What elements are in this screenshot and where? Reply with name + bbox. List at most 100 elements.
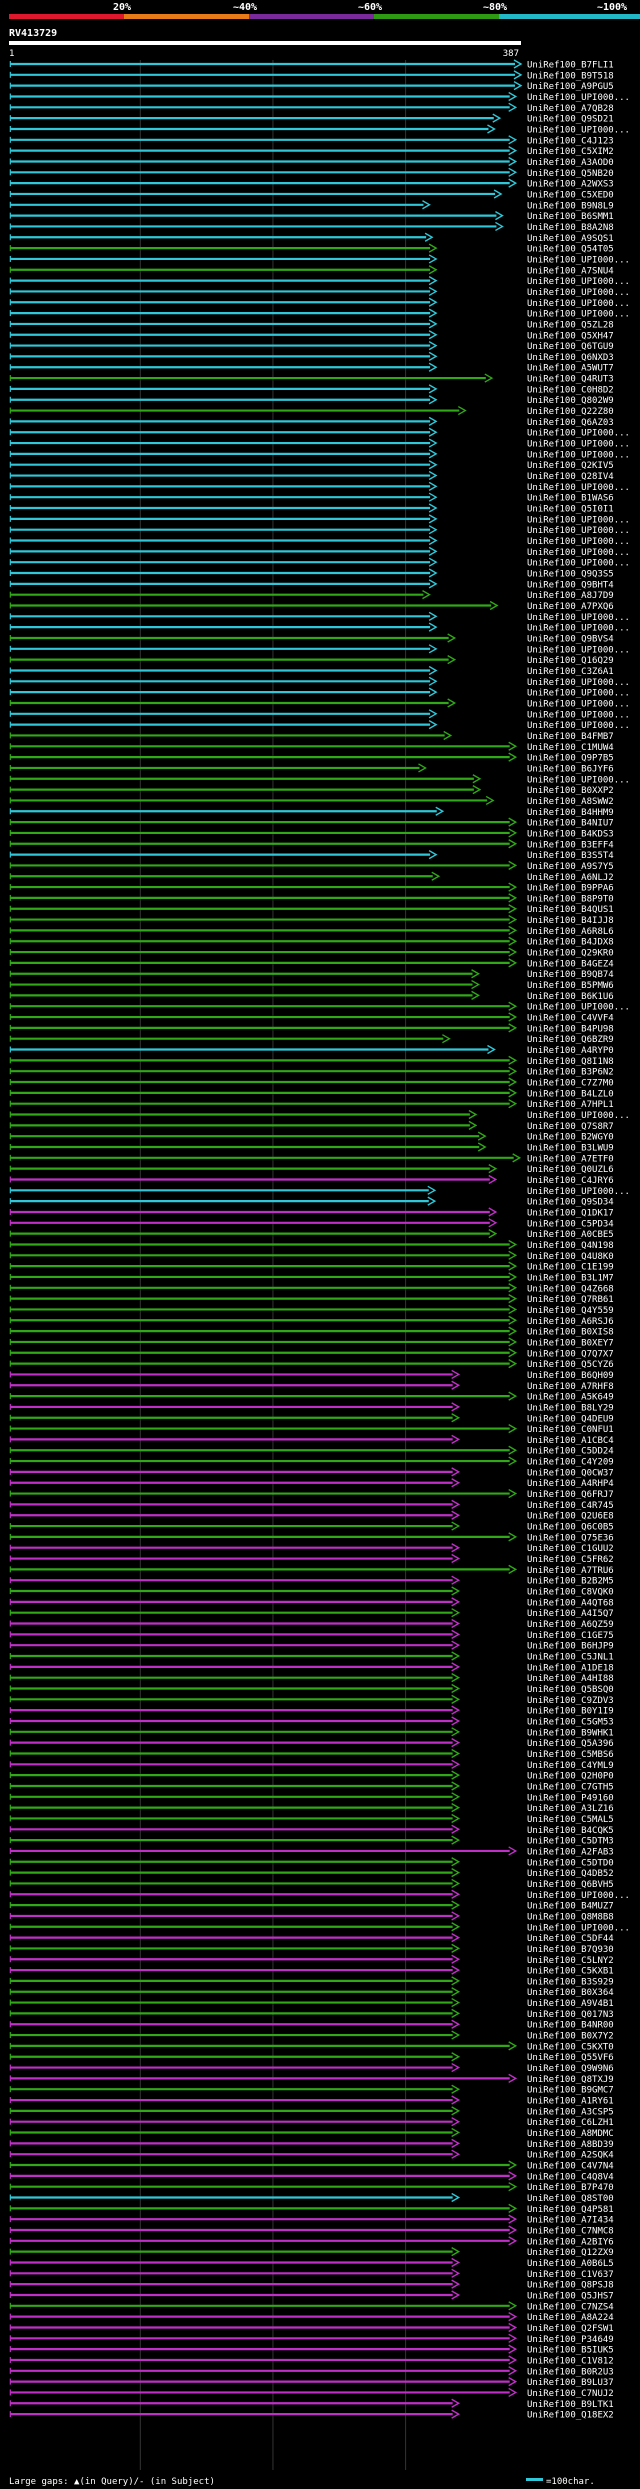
hit-label[interactable]: UniRef100_A7ETF0 xyxy=(527,1154,614,1164)
hit-label[interactable]: UniRef100_B9LTK1 xyxy=(527,2400,614,2410)
hit-label[interactable]: UniRef100_Q017N3 xyxy=(527,2010,614,2020)
hit-row[interactable]: UniRef100_B9WHK1 xyxy=(9,1727,614,1739)
hit-row[interactable]: UniRef100_B9LTK1 xyxy=(9,2398,614,2410)
hit-label[interactable]: UniRef100_UPI000... xyxy=(527,288,630,298)
hit-row[interactable]: UniRef100_A3LZ16 xyxy=(9,1803,614,1815)
hit-label[interactable]: UniRef100_C4Q8V4 xyxy=(527,2172,614,2182)
hit-row[interactable]: UniRef100_B6QH09 xyxy=(9,1369,614,1381)
hit-label[interactable]: UniRef100_B5PMW6 xyxy=(527,981,614,991)
hit-row[interactable]: UniRef100_UPI000... xyxy=(9,438,630,450)
hit-label[interactable]: UniRef100_UPI000... xyxy=(527,450,630,460)
hit-row[interactable]: UniRef100_C5LNY2 xyxy=(9,1954,614,1966)
hit-row[interactable]: UniRef100_C1V637 xyxy=(9,2268,614,2280)
hit-row[interactable]: UniRef100_Q5NB20 xyxy=(9,167,614,179)
hit-row[interactable]: UniRef100_B7P470 xyxy=(9,2182,614,2194)
hit-row[interactable]: UniRef100_B4NIU7 xyxy=(9,817,614,829)
hit-row[interactable]: UniRef100_Q4U8K0 xyxy=(9,1250,614,1262)
hit-label[interactable]: UniRef100_Q6TGU9 xyxy=(527,342,614,352)
hit-label[interactable]: UniRef100_Q22Z80 xyxy=(527,407,614,417)
hit-row[interactable]: UniRef100_Q8I1N8 xyxy=(9,1055,614,1067)
hit-label[interactable]: UniRef100_Q4N198 xyxy=(527,1241,614,1251)
hit-label[interactable]: UniRef100_C5JNL1 xyxy=(527,1653,614,1663)
hit-label[interactable]: UniRef100_C7NUJ2 xyxy=(527,2389,614,2399)
hit-label[interactable]: UniRef100_UPI000... xyxy=(527,678,630,688)
hit-row[interactable]: UniRef100_A9V4B1 xyxy=(9,1997,614,2010)
hit-row[interactable]: UniRef100_A7SNU4 xyxy=(9,265,614,277)
hit-row[interactable]: UniRef100_C4YML9 xyxy=(9,1759,614,1771)
hit-row[interactable]: UniRef100_A4QT68 xyxy=(9,1597,614,1609)
hit-label[interactable]: UniRef100_B4CQK5 xyxy=(527,1826,614,1836)
hit-label[interactable]: UniRef100_B4LZL0 xyxy=(527,1089,614,1099)
hit-row[interactable]: UniRef100_C1MUW4 xyxy=(9,741,614,753)
hit-label[interactable]: UniRef100_A2WXS3 xyxy=(527,180,614,190)
hit-label[interactable]: UniRef100_A7SNU4 xyxy=(527,266,614,276)
hit-label[interactable]: UniRef100_A3CSP5 xyxy=(527,2107,614,2117)
hit-row[interactable]: UniRef100_Q28IV4 xyxy=(9,470,614,483)
hit-label[interactable]: UniRef100_A5K649 xyxy=(527,1393,614,1403)
hit-row[interactable]: UniRef100_B4QUS1 xyxy=(9,904,614,916)
hit-row[interactable]: UniRef100_C1GE75 xyxy=(9,1629,614,1641)
hit-label[interactable]: UniRef100_A9V4B1 xyxy=(527,1999,614,2009)
hit-row[interactable]: UniRef100_Q5CYZ6 xyxy=(9,1358,614,1371)
hit-row[interactable]: UniRef100_A1RY61 xyxy=(9,2095,614,2107)
hit-label[interactable]: UniRef100_C4VVF4 xyxy=(527,1014,614,1024)
hit-label[interactable]: UniRef100_A4I5Q7 xyxy=(527,1609,614,1619)
hit-label[interactable]: UniRef100_B6K1U6 xyxy=(527,992,614,1002)
hit-row[interactable]: UniRef100_Q7RB61 xyxy=(9,1294,614,1306)
hit-label[interactable]: UniRef100_B2B2M5 xyxy=(527,1577,614,1587)
hit-row[interactable]: UniRef100_C5GM53 xyxy=(9,1716,614,1728)
hit-label[interactable]: UniRef100_A0B6L5 xyxy=(527,2259,614,2269)
hit-label[interactable]: UniRef100_A1CBC4 xyxy=(527,1436,614,1446)
hit-label[interactable]: UniRef100_UPI000... xyxy=(527,645,630,655)
hit-label[interactable]: UniRef100_Q4DEU9 xyxy=(527,1414,614,1424)
hit-row[interactable]: UniRef100_C5KXB1 xyxy=(9,1965,614,1977)
hit-row[interactable]: UniRef100_B1WAS6 xyxy=(9,492,614,504)
hit-row[interactable]: UniRef100_C5MBS6 xyxy=(9,1748,614,1760)
hit-label[interactable]: UniRef100_B4PU98 xyxy=(527,1024,614,1034)
hit-row[interactable]: UniRef100_A5K649 xyxy=(9,1391,614,1403)
hit-row[interactable]: UniRef100_Q8TXJ9 xyxy=(9,2073,614,2085)
hit-row[interactable]: UniRef100_C5DF44 xyxy=(9,1932,614,1945)
hit-row[interactable]: UniRef100_UPI000... xyxy=(9,611,630,623)
hit-row[interactable]: UniRef100_Q4RUT3 xyxy=(9,373,614,385)
hit-label[interactable]: UniRef100_B5IUK5 xyxy=(527,2346,614,2356)
hit-row[interactable]: UniRef100_Q7Q7X7 xyxy=(9,1348,614,1360)
hit-label[interactable]: UniRef100_C0NFU1 xyxy=(527,1425,614,1435)
hit-label[interactable]: UniRef100_Q75E36 xyxy=(527,1533,614,1543)
hit-label[interactable]: UniRef100_Q4RUT3 xyxy=(527,375,614,385)
hit-row[interactable]: UniRef100_A3CSP5 xyxy=(9,2106,614,2118)
hit-label[interactable]: UniRef100_B7Q930 xyxy=(527,1945,614,1955)
hit-row[interactable]: UniRef100_UPI000... xyxy=(9,427,630,439)
hit-label[interactable]: UniRef100_UPI000... xyxy=(527,699,630,709)
hit-row[interactable]: UniRef100_UPI000... xyxy=(9,91,630,103)
hit-row[interactable]: UniRef100_UPI000... xyxy=(9,275,630,288)
hit-row[interactable]: UniRef100_Q0CW37 xyxy=(9,1467,614,1479)
hit-row[interactable]: UniRef100_P34649 xyxy=(9,2333,614,2345)
hit-row[interactable]: UniRef100_UPI000... xyxy=(9,644,630,656)
hit-label[interactable]: UniRef100_B3LWU9 xyxy=(527,1144,614,1154)
hit-row[interactable]: UniRef100_B3S5T4 xyxy=(9,849,614,862)
hit-row[interactable]: UniRef100_A8SWW2 xyxy=(9,795,614,807)
hit-row[interactable]: UniRef100_B4GEZ4 xyxy=(9,958,614,970)
hit-row[interactable]: UniRef100_UPI000... xyxy=(9,286,630,298)
hit-row[interactable]: UniRef100_C9ZDV3 xyxy=(9,1694,614,1706)
hit-label[interactable]: UniRef100_C5PD34 xyxy=(527,1219,614,1229)
hit-label[interactable]: UniRef100_A1RY61 xyxy=(527,2097,614,2107)
hit-row[interactable]: UniRef100_Q22Z80 xyxy=(9,405,614,418)
hit-row[interactable]: UniRef100_B0X7Y2 xyxy=(9,2030,614,2042)
hit-label[interactable]: UniRef100_P34649 xyxy=(527,2335,614,2345)
hit-label[interactable]: UniRef100_B4MUZ7 xyxy=(527,1902,614,1912)
hit-label[interactable]: UniRef100_UPI000... xyxy=(527,548,630,558)
hit-label[interactable]: UniRef100_B9PPA6 xyxy=(527,884,614,894)
hit-label[interactable]: UniRef100_UPI000... xyxy=(527,93,630,103)
hit-row[interactable]: UniRef100_Q2KIV5 xyxy=(9,460,614,472)
hit-label[interactable]: UniRef100_C5DF44 xyxy=(527,1934,614,1944)
hit-label[interactable]: UniRef100_A7PXQ6 xyxy=(527,602,614,612)
hit-row[interactable]: UniRef100_B9T518 xyxy=(9,70,614,82)
hit-row[interactable]: UniRef100_UPI000... xyxy=(9,1889,630,1901)
hit-label[interactable]: UniRef100_Q9Q3S5 xyxy=(527,570,614,580)
hit-label[interactable]: UniRef100_UPI000... xyxy=(527,1003,630,1013)
hit-row[interactable]: UniRef100_A7PXQ6 xyxy=(9,600,614,613)
hit-label[interactable]: UniRef100_UPI000... xyxy=(527,125,630,135)
hit-label[interactable]: UniRef100_UPI000... xyxy=(527,1111,630,1121)
